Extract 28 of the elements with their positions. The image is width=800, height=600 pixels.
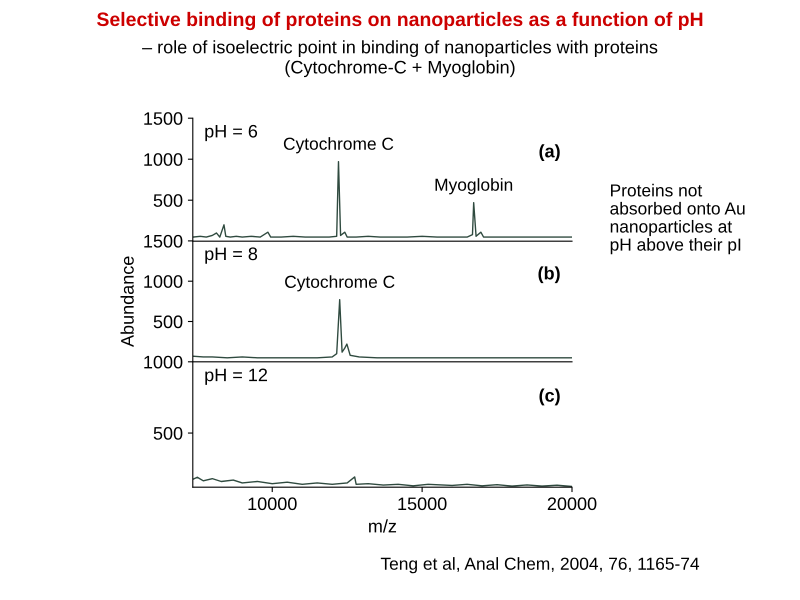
annotation: Myoglobin <box>436 178 512 194</box>
chart-subtitle: – role of isoelectric point in binding of nanoparticles with proteins (Cytochrome-C + Myoglobin) <box>142 40 658 78</box>
annotation: (c) <box>539 388 560 406</box>
annotation: (a) <box>539 144 560 162</box>
chart-title: Selective binding of proteins on nanoparticles as a function of pH <box>97 12 702 30</box>
text: Proteins not absorbed onto Au nanoparticles at pH above their pI <box>610 184 745 254</box>
annotation: pH = 8 <box>205 247 258 264</box>
annotation: pH = 6 <box>205 124 258 142</box>
y-tick-label: 500 <box>154 315 182 328</box>
y-tick-label: 500 <box>154 194 182 207</box>
x-tick-label: 20000 <box>548 497 596 510</box>
y-tick-label: 1000 <box>144 356 182 369</box>
y-tick-label: 1000 <box>144 275 182 288</box>
x-tick-label: 10000 <box>248 497 297 510</box>
line-series <box>192 160 572 238</box>
annotation: (b) <box>538 266 560 284</box>
annotation: Cytochrome C <box>284 137 394 154</box>
x-axis-title: m/z <box>369 519 396 533</box>
x-tick-label: 15000 <box>398 497 447 510</box>
y-tick-label: 1500 <box>144 112 182 125</box>
annotation: pH = 12 <box>205 368 268 385</box>
y-axis-title: Abundance <box>120 256 134 347</box>
y-tick-label: 1500 <box>144 234 182 248</box>
y-tick-label: 500 <box>154 426 182 440</box>
text: Teng et al, Anal Chem, 2004, 76, 1165-74 <box>380 557 700 574</box>
annotation: Cytochrome C <box>285 275 394 292</box>
line-series <box>192 299 572 358</box>
y-tick-label: 1000 <box>144 153 182 166</box>
